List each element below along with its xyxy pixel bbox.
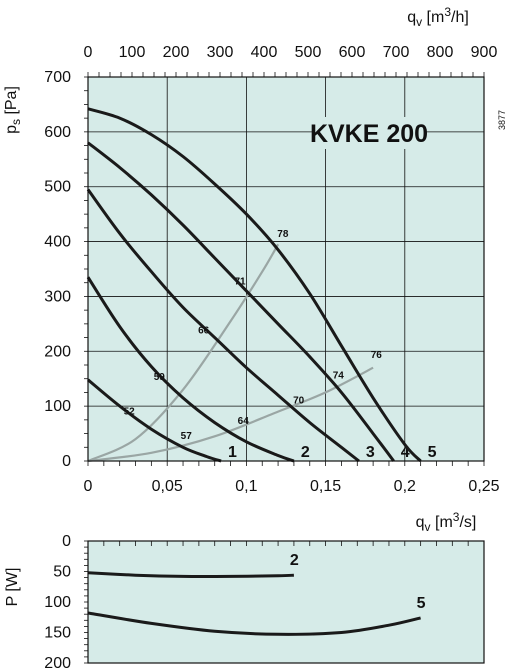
efficiency-label-71: 71: [235, 276, 247, 287]
x2-tick-label: 0: [84, 44, 93, 61]
fan-curve-3: [86, 188, 360, 463]
power-curve-label-2: 2: [290, 552, 299, 569]
x2-tick-label: 400: [251, 44, 278, 61]
power-y-tick-label: 150: [44, 625, 71, 642]
y-tick-label: 300: [44, 288, 71, 305]
x-tick-label: 0,05: [152, 478, 183, 495]
x2-tick-label: 300: [207, 44, 234, 61]
y-tick-label: 100: [44, 398, 71, 415]
power-plot-area: [88, 541, 484, 663]
fan-curve-4: [87, 141, 395, 462]
efficiency-curve-1: [87, 243, 280, 463]
fan-curve-label-1: 1: [228, 444, 237, 461]
chart-title: KVKE 200: [310, 120, 428, 148]
power-curve-2: [87, 571, 294, 579]
power-y-axis-label: P [W]: [4, 568, 21, 607]
x2-tick-label: 200: [163, 44, 190, 61]
y-tick-label: 600: [44, 124, 71, 141]
x-tick-label: 0,2: [394, 478, 416, 495]
efficiency-label-57: 57: [181, 431, 193, 442]
x2-tick-label: 600: [339, 44, 366, 61]
y-tick-label: 400: [44, 234, 71, 251]
power-y-tick-label: 100: [44, 594, 71, 611]
x2-tick-label: 100: [119, 44, 146, 61]
x2-axis-label: qv [m3/h]: [407, 5, 469, 29]
efficiency-label-66: 66: [198, 326, 210, 337]
fan-curve-label-4: 4: [401, 444, 410, 461]
y-tick-label: 0: [62, 453, 71, 470]
efficiency-curve-2: [87, 366, 374, 463]
efficiency-label-76: 76: [371, 350, 383, 361]
x-axis-label: qv [m3/s]: [416, 510, 477, 534]
power-y-tick-label: 200: [44, 655, 71, 670]
fan-curve-2: [86, 276, 295, 463]
efficiency-label-70: 70: [293, 395, 305, 406]
x-tick-label: 0: [84, 478, 93, 495]
x2-tick-label: 500: [295, 44, 322, 61]
x2-tick-label: 700: [383, 44, 410, 61]
fan-curve-5: [87, 107, 422, 463]
chart-title-bg: [313, 117, 425, 149]
x2-tick-label: 800: [427, 44, 454, 61]
efficiency-label-78: 78: [277, 229, 289, 240]
figure-code: 3877: [497, 110, 507, 130]
efficiency-label-74: 74: [333, 371, 345, 382]
fan-curve-label-2: 2: [301, 444, 310, 461]
y-tick-label: 700: [44, 69, 71, 86]
fan-curve-1: [87, 378, 222, 463]
efficiency-label-52: 52: [124, 406, 136, 417]
y-tick-label: 200: [44, 343, 71, 360]
y-axis-label: ps [Pa]: [3, 86, 23, 134]
x-tick-label: 0,15: [310, 478, 341, 495]
efficiency-label-64: 64: [238, 416, 250, 427]
fan-curve-label-5: 5: [428, 444, 437, 461]
power-curve-label-5: 5: [417, 595, 426, 612]
fan-curve-label-3: 3: [366, 444, 375, 461]
x-tick-label: 0,1: [235, 478, 257, 495]
y-tick-label: 500: [44, 179, 71, 196]
power-curve-5: [87, 611, 421, 636]
x-tick-label: 0,25: [468, 478, 499, 495]
efficiency-label-59: 59: [154, 372, 166, 383]
power-y-tick-label: 50: [53, 564, 71, 581]
power-y-tick-label: 0: [62, 533, 71, 550]
x2-tick-label: 900: [471, 44, 498, 61]
